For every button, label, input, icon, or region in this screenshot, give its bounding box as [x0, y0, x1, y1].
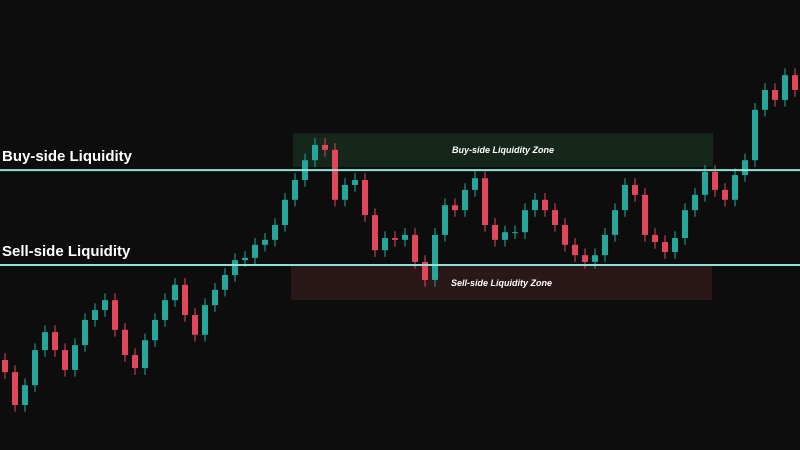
candle-body	[772, 90, 778, 100]
candle-body	[182, 284, 188, 315]
candle-body	[242, 257, 248, 261]
candle-body	[662, 242, 668, 252]
candle-body	[512, 232, 518, 234]
candle-body	[272, 225, 278, 240]
candle-body	[682, 210, 688, 239]
candle-body	[322, 144, 328, 150]
candle-body	[562, 225, 568, 245]
liquidity-zone	[293, 133, 713, 167]
candle-body	[172, 284, 178, 301]
candle-body	[762, 90, 768, 110]
candle-body	[752, 109, 758, 161]
candle-body	[142, 340, 148, 369]
candle-body	[582, 255, 588, 262]
candle-body	[412, 234, 418, 262]
candle-body	[352, 180, 358, 185]
candle-body	[42, 332, 48, 351]
candle-body	[152, 319, 158, 341]
candle-body	[312, 144, 318, 161]
candle-body	[392, 238, 398, 240]
candle-body	[692, 194, 698, 211]
candle-body	[642, 194, 648, 235]
candle-body	[402, 234, 408, 240]
candle-body	[162, 300, 168, 320]
candle-body	[62, 350, 68, 370]
candle-body	[122, 329, 128, 356]
candle-body	[52, 332, 58, 351]
candle-body	[702, 171, 708, 195]
candle-body	[492, 225, 498, 240]
candle-body	[202, 305, 208, 335]
zone-label: Buy-side Liquidity Zone	[452, 145, 554, 155]
candle-body	[552, 210, 558, 225]
candle-body	[712, 171, 718, 190]
candle-body	[2, 360, 8, 373]
candle-body	[472, 178, 478, 190]
candle-body	[542, 199, 548, 211]
candle-body	[92, 310, 98, 320]
candle-body	[232, 260, 238, 275]
candle-body	[452, 205, 458, 211]
candle-body	[12, 372, 18, 405]
candle-body	[282, 199, 288, 225]
candle-body	[782, 75, 788, 100]
level-label: Buy-side Liquidity	[2, 148, 133, 165]
candle-body	[292, 180, 298, 200]
candle-body	[222, 274, 228, 290]
candle-body	[742, 160, 748, 176]
candle-body	[112, 300, 118, 330]
candle-body	[672, 238, 678, 252]
liquidity-zone	[291, 265, 712, 301]
candle-body	[442, 205, 448, 235]
candle-body	[72, 345, 78, 370]
candle-body	[622, 184, 628, 211]
candle-body	[522, 210, 528, 233]
candle-body	[482, 178, 488, 225]
candle-body	[102, 300, 108, 311]
candle-body	[722, 189, 728, 200]
candle-body	[422, 261, 428, 280]
candle-body	[602, 234, 608, 256]
candle-body	[22, 385, 28, 405]
candle-body	[732, 175, 738, 200]
candle-body	[632, 184, 638, 195]
candle-body	[332, 149, 338, 200]
candle-body	[432, 234, 438, 280]
candle-body	[342, 184, 348, 200]
candle-body	[372, 215, 378, 251]
candle-body	[792, 75, 798, 90]
candle-body	[192, 315, 198, 335]
candle-body	[32, 350, 38, 386]
candle-body	[592, 255, 598, 262]
candle-body	[132, 355, 138, 369]
candle-body	[212, 289, 218, 306]
zone-label: Sell-side Liquidity Zone	[451, 278, 552, 288]
candle-body	[252, 244, 258, 258]
candle-body	[362, 180, 368, 216]
candle-body	[462, 189, 468, 211]
level-label: Sell-side Liquidity	[2, 243, 131, 260]
candle-body	[572, 244, 578, 256]
candle-body	[262, 239, 268, 245]
candle-body	[502, 232, 508, 240]
candle-body	[612, 210, 618, 235]
candle-body	[532, 199, 538, 211]
candle-body	[382, 238, 388, 251]
candle-body	[82, 319, 88, 346]
candle-body	[652, 234, 658, 243]
